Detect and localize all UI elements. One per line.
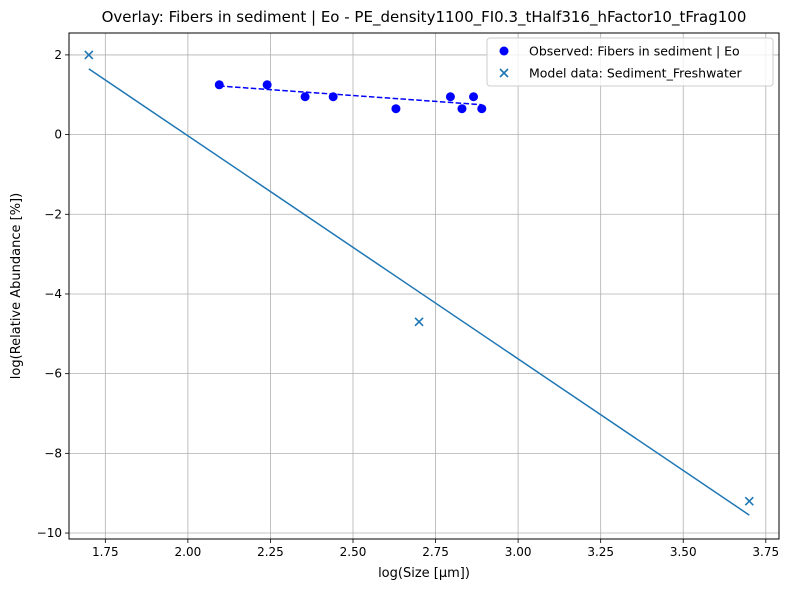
y-tick-label: 0 [54,128,62,142]
y-tick-label: −6 [44,367,62,381]
model-point [744,496,754,506]
plot-frame [68,32,780,540]
model-point-stroke [84,50,94,60]
x-tick-label: 3.75 [752,545,779,559]
model-point [84,50,94,60]
x-tick-label: 3.50 [670,545,697,559]
observed-point [457,104,467,114]
y-tick-label: −8 [44,446,62,460]
observed-point [214,80,224,90]
model-fit-line [88,68,750,516]
chart-title: Overlay: Fibers in sediment | Eo - PE_de… [102,8,747,27]
legend-label: Model data: Sediment_Freshwater [529,66,743,81]
x-tick-label: 1.75 [92,545,119,559]
plot-area [84,50,754,516]
x-tick-label: 3.25 [587,545,614,559]
observed-point [391,104,401,114]
observed-point [477,104,487,114]
observed-fit-line [219,85,482,106]
model-point-stroke [744,496,754,506]
legend-marker-model [499,68,509,78]
x-tick-label: 2.50 [340,545,367,559]
observed-point [262,80,272,90]
observed-point [469,92,479,102]
y-tick-label: −10 [37,526,62,540]
y-tick-label: −2 [44,207,62,221]
legend-box [486,37,774,87]
y-tick-label: −4 [44,287,62,301]
y-axis-label: log(Relative Abundance [%]) [9,193,24,379]
observed-point [300,92,310,102]
legend-label: Observed: Fibers in sediment | Eo [529,44,740,59]
legend-marker-stroke [499,68,509,78]
x-tick-label: 2.75 [422,545,449,559]
y-tick-label: 2 [54,48,62,62]
legend-marker-observed [499,46,509,56]
model-point [414,317,424,327]
axis-ticks: 1.75 2.00 2.25 2.50 2.75 3.00 3.25 3.50 3.75 −10 −… [37,48,779,559]
observed-point [445,92,455,102]
x-tick-label: 3.00 [505,545,532,559]
model-point-stroke [414,317,424,327]
x-tick-label: 2.25 [257,545,284,559]
legend: Observed: Fibers in sediment | Eo Model d… [486,37,774,87]
observed-point [328,92,338,102]
x-tick-label: 2.00 [175,545,202,559]
grid [69,33,779,539]
x-axis-label: log(Size [µm]) [378,566,470,581]
